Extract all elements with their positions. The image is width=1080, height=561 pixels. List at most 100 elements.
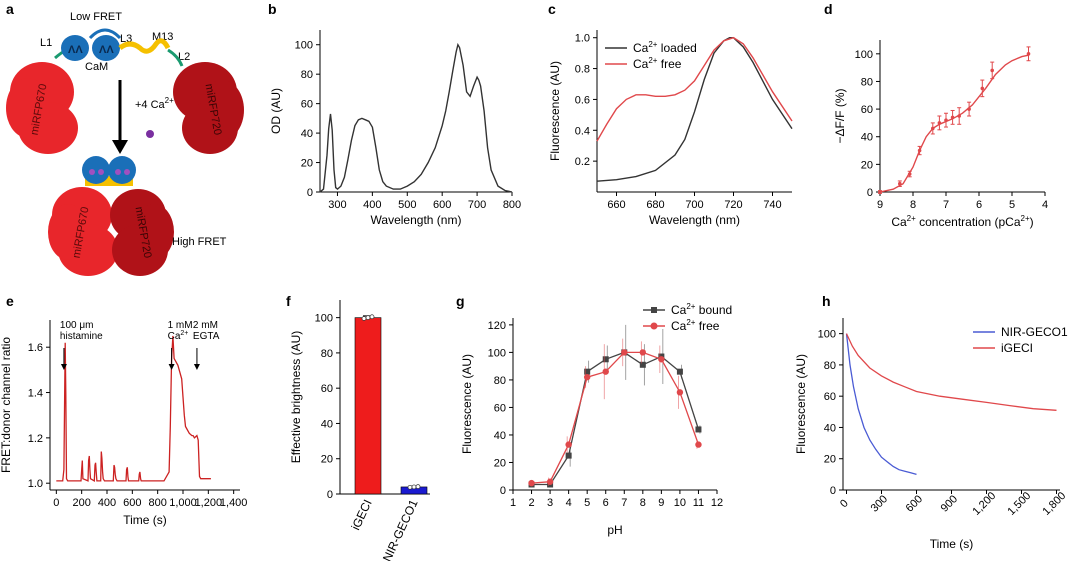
- g-data-point: [695, 441, 702, 448]
- h-x-tick-label: 1,200: [970, 490, 998, 518]
- h-x-tick-label: 300: [869, 493, 890, 514]
- f-replicate-dot: [369, 314, 375, 320]
- g-data-point: [695, 426, 702, 433]
- g-x-label: pH: [607, 523, 622, 537]
- m13-bound: [85, 176, 133, 186]
- cam-ef-hand-icon: ΛΛ: [68, 44, 83, 56]
- cam-ef-hand-icon-2: ΛΛ: [99, 44, 114, 56]
- g-y-tick-label: 80: [494, 375, 506, 387]
- b-x-label: Wavelength (nm): [371, 213, 462, 227]
- b-y-tick-label: 20: [301, 158, 313, 170]
- chart-b-absorbance: 300 400 500 600 700 800 0 20 40 60 80 100 OD (AU) Wav…: [269, 30, 521, 227]
- c-y-tick-label: 0.4: [575, 125, 590, 137]
- b-x-tick-label: 400: [363, 199, 381, 211]
- e-x-tick-label: 800: [148, 497, 166, 509]
- h-x-tick-label: 0: [838, 497, 851, 510]
- b-y-tick-label: 80: [301, 69, 313, 81]
- g-series-line: [531, 351, 700, 486]
- c-x-tick-label: 720: [724, 199, 742, 211]
- b-y-tick-label: 100: [295, 40, 313, 52]
- d-data-point: [917, 148, 922, 153]
- g-y-tick-label: 60: [494, 402, 506, 414]
- h-y-tick-label: 20: [824, 454, 836, 466]
- c-y-label: Fluorescence (AU): [548, 61, 562, 161]
- g-data-point: [621, 349, 628, 356]
- g-data-point: [658, 356, 665, 363]
- g-x-tick-label: 4: [566, 497, 572, 509]
- d-x-tick-label: 9: [877, 199, 883, 211]
- e-x-tick-label: 1,000: [169, 497, 197, 509]
- panel-label-b: b: [268, 1, 277, 17]
- d-x-tick-label: 8: [910, 199, 916, 211]
- c-y-tick-label: 0.2: [575, 156, 590, 168]
- c-y-tick-label: 1.0: [575, 33, 590, 45]
- g-legend-entry-label: Ca2+ free: [671, 318, 720, 333]
- g-x-tick-label: 12: [711, 497, 723, 509]
- e-x-tick-label: 400: [98, 497, 116, 509]
- d-y-label: −ΔF/F (%): [833, 88, 847, 143]
- f-y-tick-label: 40: [321, 418, 333, 430]
- b-x-tick-label: 700: [468, 199, 486, 211]
- mirfp720-bottom: miRFP720: [110, 189, 174, 276]
- e-series-line: [56, 335, 211, 482]
- h-y-tick-label: 40: [824, 422, 836, 434]
- panel-label-e: e: [6, 293, 14, 309]
- h-y-tick-label: 60: [824, 391, 836, 403]
- chart-f-brightness: 0 20 40 60 80 100 iGECI NIR-GECO1 Effective brig…: [289, 300, 430, 561]
- g-x-tick-label: 8: [640, 497, 646, 509]
- f-y-tick-label: 0: [327, 489, 333, 501]
- f-replicate-dot: [407, 484, 413, 490]
- f-bar: [354, 317, 382, 495]
- h-legend-entry-label: iGECI: [1001, 341, 1033, 355]
- f-replicate-dot: [361, 316, 367, 321]
- g-data-point: [639, 349, 647, 356]
- panel-label-c: c: [548, 1, 556, 17]
- g-data-point: [602, 368, 609, 375]
- h-series-line: [845, 333, 1057, 411]
- c-x-label: Wavelength (nm): [649, 213, 740, 227]
- high-fret-label: High FRET: [172, 236, 227, 248]
- f-y-tick-label: 80: [321, 348, 333, 360]
- g-y-tick-label: 0: [500, 485, 506, 497]
- mirfp670-top: miRFP670: [6, 62, 78, 154]
- e-x-label: Time (s): [123, 513, 167, 527]
- e-x-tick-label: 0: [53, 497, 59, 509]
- e-y-tick-label: 1.4: [28, 388, 43, 400]
- g-x-tick-label: 6: [603, 497, 609, 509]
- d-y-tick-label: 40: [861, 132, 873, 144]
- b-x-tick-label: 600: [433, 199, 451, 211]
- g-y-tick-label: 120: [488, 320, 506, 332]
- c-series-line: [596, 36, 793, 142]
- f-category-label: NIR-GECO1: [380, 497, 421, 561]
- g-x-tick-label: 11: [693, 497, 704, 509]
- mirfp720-top: miRFP720: [173, 62, 244, 154]
- g-data-point: [602, 356, 609, 363]
- h-series-line: [845, 333, 917, 476]
- panel-label-g: g: [456, 293, 465, 309]
- g-y-label: Fluorescence (AU): [460, 354, 474, 454]
- f-y-tick-label: 100: [315, 313, 333, 325]
- g-data-point: [528, 479, 535, 487]
- e-arrow-head-icon: [168, 364, 175, 370]
- g-legend-entry-label: Ca2+ bound: [671, 302, 732, 317]
- f-y-label: Effective brightness (AU): [289, 331, 303, 464]
- b-series-line: [319, 42, 513, 193]
- bound-ion-4: [124, 169, 130, 175]
- m13-peptide: [118, 38, 171, 54]
- h-x-label: Time (s): [930, 537, 974, 551]
- b-y-tick-label: 60: [301, 99, 313, 111]
- c-y-tick-label: 0.6: [575, 94, 590, 106]
- d-x-tick-label: 4: [1042, 199, 1048, 211]
- panel-label-a: a: [6, 1, 14, 17]
- panel-a-schematic: a Low FRET L1 L3 M13 L2 CaM ΛΛ ΛΛ miRFP6…: [6, 1, 244, 276]
- cam-bound-lobe-1: [82, 156, 110, 184]
- h-y-tick-label: 80: [824, 360, 836, 372]
- c-x-tick-label: 660: [607, 199, 625, 211]
- h-y-label: Fluorescence (AU): [794, 354, 808, 454]
- g-data-point: [565, 441, 572, 448]
- g-x-tick-label: 5: [584, 497, 590, 509]
- panel-label-f: f: [286, 293, 291, 309]
